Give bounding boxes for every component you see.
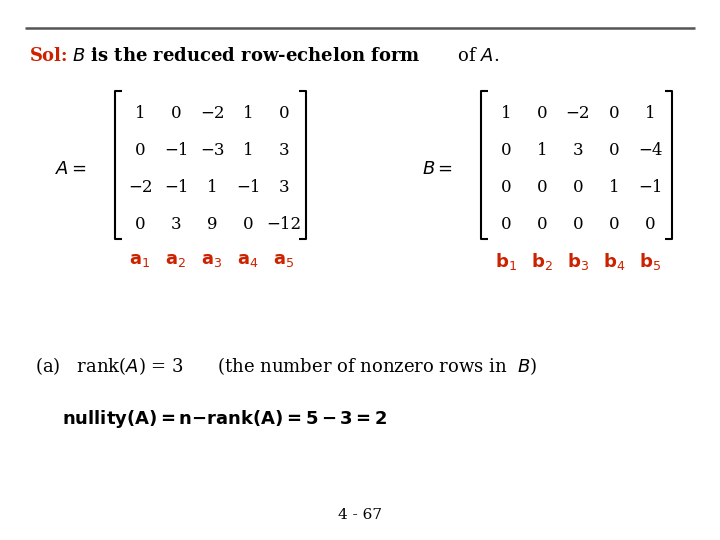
- Text: 0: 0: [536, 105, 547, 122]
- Text: $\mathbf{b}_2$: $\mathbf{b}_2$: [531, 251, 553, 272]
- Text: $\mathbf{b}_4$: $\mathbf{b}_4$: [603, 251, 625, 272]
- Text: 3: 3: [279, 179, 289, 196]
- Text: 0: 0: [572, 179, 583, 196]
- Text: 0: 0: [608, 216, 619, 233]
- Text: 3: 3: [279, 142, 289, 159]
- Text: −12: −12: [266, 216, 302, 233]
- Text: 0: 0: [644, 216, 655, 233]
- Text: $\mathbf{b}_5$: $\mathbf{b}_5$: [639, 251, 661, 272]
- Text: 0: 0: [279, 105, 289, 122]
- Text: of $\it{A}$.: of $\it{A}$.: [452, 47, 500, 65]
- Text: 3: 3: [171, 216, 181, 233]
- Text: −1: −1: [163, 179, 188, 196]
- Text: 1: 1: [135, 105, 145, 122]
- Text: $\mathbf{nullity(}$$\mathit{\mathbf{A}}\mathbf{)=}$$\mathit{\mathbf{n}}\mathbf{-: $\mathbf{nullity(}$$\mathit{\mathbf{A}}\…: [62, 408, 387, 430]
- Text: $\it{B}$ is the reduced row-echelon form: $\it{B}$ is the reduced row-echelon form: [72, 47, 420, 65]
- Text: $\mathbf{b}_3$: $\mathbf{b}_3$: [567, 251, 589, 272]
- Text: 3: 3: [572, 142, 583, 159]
- Text: $\mathbf{a}_4$: $\mathbf{a}_4$: [237, 251, 258, 269]
- Text: −3: −3: [199, 142, 224, 159]
- Text: 0: 0: [135, 142, 145, 159]
- Text: 1: 1: [243, 142, 253, 159]
- Text: 0: 0: [500, 142, 511, 159]
- Text: Sol:: Sol:: [30, 47, 68, 65]
- Text: −1: −1: [235, 179, 260, 196]
- Text: 1: 1: [243, 105, 253, 122]
- Text: 0: 0: [243, 216, 253, 233]
- Text: 1: 1: [500, 105, 511, 122]
- Text: −2: −2: [199, 105, 224, 122]
- Text: 0: 0: [536, 216, 547, 233]
- Text: −4: −4: [638, 142, 662, 159]
- Text: $\mathbf{a}_3$: $\mathbf{a}_3$: [202, 251, 222, 269]
- Text: 1: 1: [536, 142, 547, 159]
- Text: $\mathbf{a}_2$: $\mathbf{a}_2$: [166, 251, 186, 269]
- Text: 0: 0: [500, 179, 511, 196]
- Text: 9: 9: [207, 216, 217, 233]
- Text: −2: −2: [566, 105, 590, 122]
- Text: 0: 0: [536, 179, 547, 196]
- Text: $\mathbf{b}_1$: $\mathbf{b}_1$: [495, 251, 517, 272]
- Text: (a)   rank($\it{A}$) = 3      (the number of nonzero rows in  $\it{B}$): (a) rank($\it{A}$) = 3 (the number of no…: [35, 355, 538, 377]
- Text: $\mathbf{a}_5$: $\mathbf{a}_5$: [274, 251, 294, 269]
- Text: 1: 1: [644, 105, 655, 122]
- Text: −2: −2: [127, 179, 152, 196]
- Text: 0: 0: [608, 105, 619, 122]
- Text: 0: 0: [572, 216, 583, 233]
- Text: $A =$: $A =$: [55, 160, 87, 178]
- Text: 1: 1: [608, 179, 619, 196]
- Text: $B =$: $B =$: [422, 160, 453, 178]
- Text: 0: 0: [171, 105, 181, 122]
- Text: −1: −1: [638, 179, 662, 196]
- Text: −1: −1: [163, 142, 188, 159]
- Text: 0: 0: [135, 216, 145, 233]
- Text: 0: 0: [500, 216, 511, 233]
- Text: 1: 1: [207, 179, 217, 196]
- Text: 4 - 67: 4 - 67: [338, 508, 382, 522]
- Text: 0: 0: [608, 142, 619, 159]
- Text: $\mathbf{a}_1$: $\mathbf{a}_1$: [130, 251, 150, 269]
